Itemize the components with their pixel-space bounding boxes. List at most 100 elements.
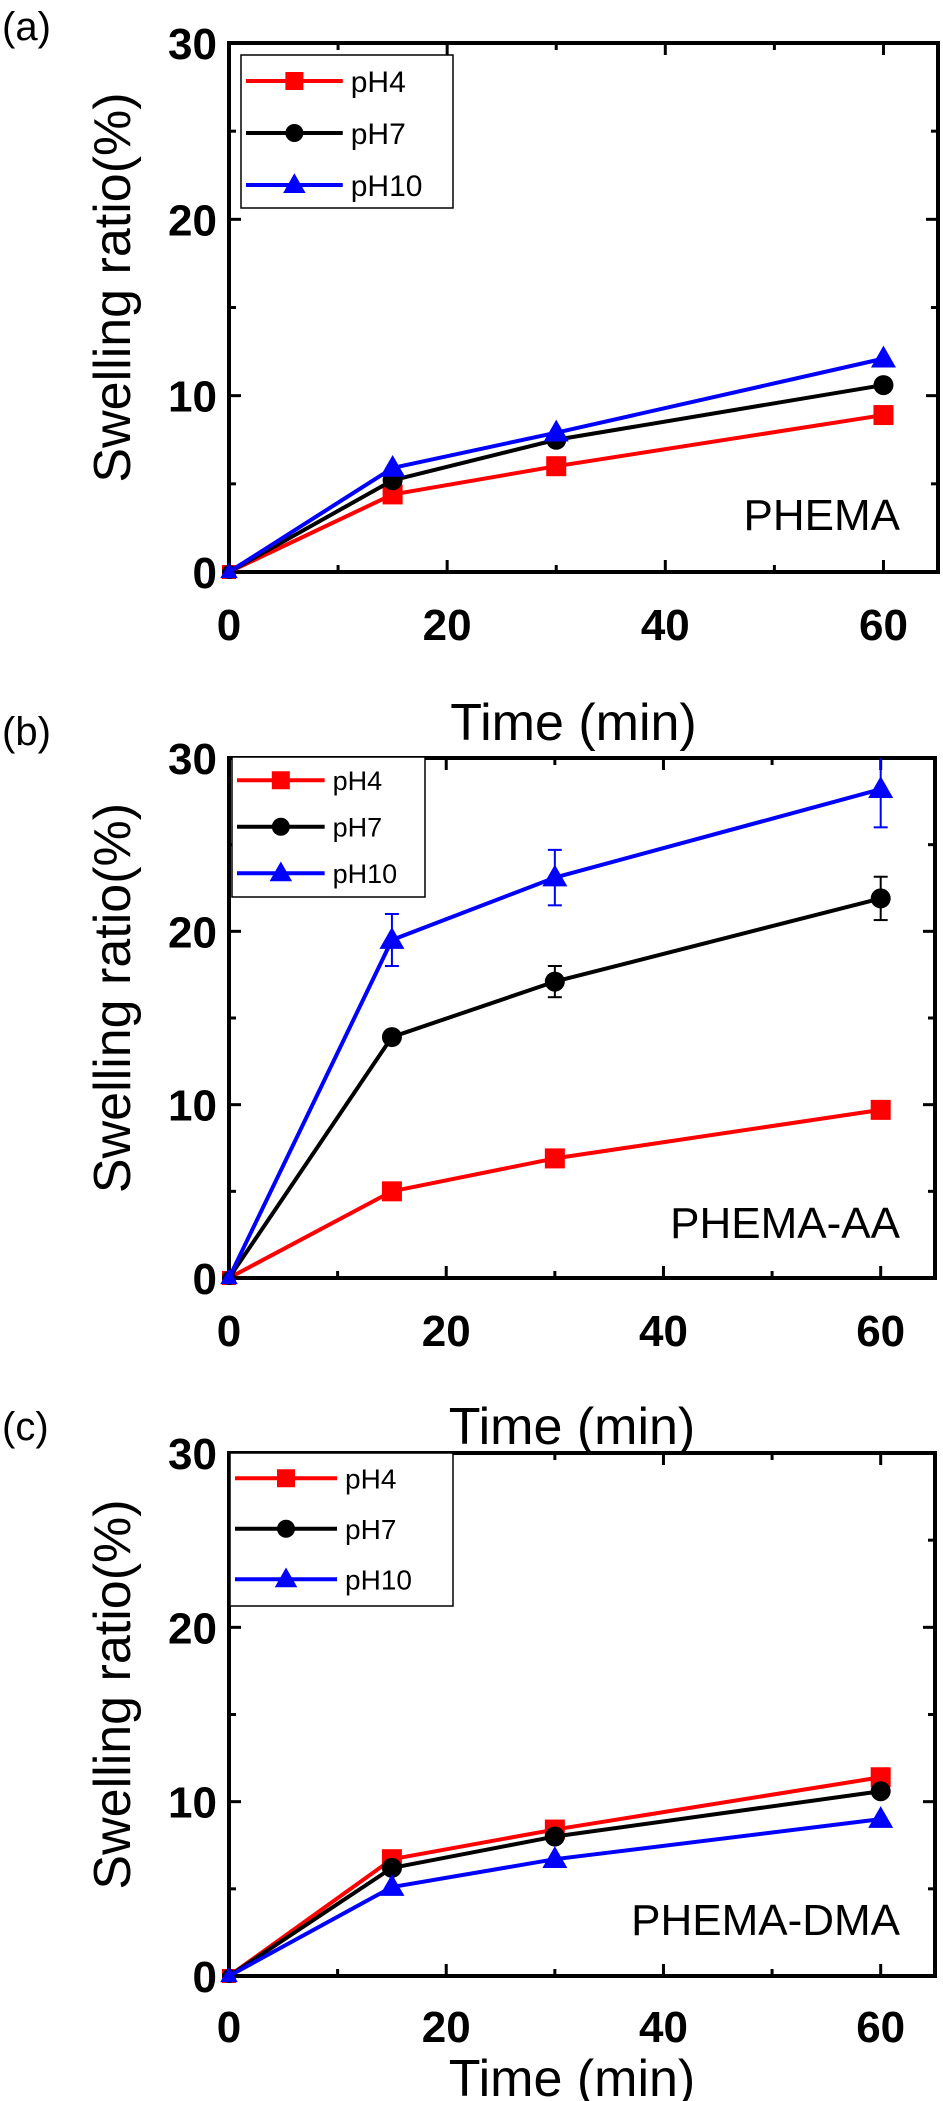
- x-tick-label: 0: [217, 2003, 241, 2052]
- data-point-triangle: [542, 864, 568, 887]
- series-ph7: [222, 1781, 891, 1983]
- sample-annotation: PHEMA-DMA: [631, 1896, 901, 1945]
- x-tick-label: 40: [641, 601, 690, 650]
- data-point-triangle: [220, 1268, 238, 1285]
- data-point-square: [544, 1148, 565, 1169]
- series-line: [227, 356, 884, 574]
- legend-label: pH7: [351, 118, 406, 151]
- sample-annotation: PHEMA: [744, 491, 901, 540]
- y-axis-title: Swelling ratio(%): [84, 803, 142, 1193]
- y-tick-label: 10: [168, 1779, 217, 1828]
- data-point-circle: [544, 1826, 565, 1847]
- x-tick-label: 60: [859, 601, 908, 650]
- panel-b: 0 20 40 60 0 10 20 30 Time (min) Swelling ratio(%…: [2, 710, 937, 1456]
- y-tick-label: 0: [193, 1953, 217, 2002]
- y-tick-label: 30: [168, 1430, 217, 1479]
- legend-marker-triangle: [274, 1567, 298, 1588]
- legend-marker-circle: [271, 817, 290, 836]
- data-point-square: [870, 1099, 891, 1120]
- legend-marker-square: [271, 771, 290, 790]
- y-tick-label: 20: [168, 196, 217, 245]
- series-line: [227, 1789, 881, 1978]
- data-point-circle: [873, 375, 894, 396]
- legend: pH4 pH7 pH10: [231, 756, 426, 898]
- series-ph10: [220, 1806, 894, 1983]
- x-axis-title: Time (min): [450, 694, 697, 752]
- x-tick-label: 40: [639, 1307, 688, 1356]
- legend-marker-triangle: [283, 173, 306, 193]
- data-point-circle: [544, 971, 565, 992]
- panel-label: (a): [2, 5, 51, 49]
- panel-label: (b): [2, 710, 51, 754]
- y-axis-title: Swelling ratio(%): [84, 92, 142, 482]
- data-point-square: [873, 405, 894, 426]
- x-tick-label: 0: [217, 601, 241, 650]
- x-tick-label: 20: [422, 1307, 471, 1356]
- series-line: [228, 413, 884, 574]
- y-tick-label: 20: [168, 1604, 217, 1653]
- x-tick-label: 0: [217, 1307, 241, 1356]
- legend-marker-triangle: [269, 861, 293, 882]
- series-ph10: [220, 345, 896, 579]
- data-point-circle: [870, 888, 891, 909]
- series-ph7: [222, 875, 891, 1285]
- series-ph4: [222, 1099, 891, 1285]
- legend-marker-square: [277, 1469, 296, 1488]
- data-point-square: [546, 456, 567, 477]
- legend-label: pH7: [345, 1514, 396, 1545]
- data-point-triangle: [379, 926, 405, 949]
- legend-label: pH10: [333, 859, 398, 889]
- sample-annotation: PHEMA-AA: [670, 1199, 900, 1248]
- y-axis-title: Swelling ratio(%): [84, 1499, 142, 1889]
- data-point-triangle: [868, 1806, 894, 1828]
- data-point-triangle: [870, 345, 896, 368]
- legend-label: pH4: [351, 66, 406, 99]
- legend-marker-circle: [285, 124, 304, 142]
- y-tick-label: 20: [168, 908, 217, 957]
- data-point-square: [870, 1767, 891, 1788]
- legend-label: pH4: [345, 1463, 396, 1494]
- data-point-triangle: [379, 1874, 405, 1896]
- legend-label: pH10: [351, 170, 423, 203]
- x-axis-title: Time (min): [449, 1398, 696, 1456]
- legend-label: pH7: [333, 812, 383, 842]
- series-line: [227, 896, 882, 1280]
- series-ph7: [222, 375, 894, 579]
- data-point-triangle: [542, 1846, 568, 1869]
- y-tick-label: 30: [168, 20, 217, 69]
- series-line: [227, 1775, 882, 1978]
- data-point-circle: [381, 1857, 402, 1878]
- data-point-circle: [870, 1781, 891, 1802]
- x-tick-label: 60: [856, 1307, 905, 1356]
- x-tick-label: 20: [423, 601, 472, 650]
- data-point-triangle: [220, 1966, 238, 1983]
- data-point-triangle: [868, 776, 894, 799]
- data-point-triangle: [220, 562, 238, 579]
- legend-marker-circle: [277, 1519, 296, 1538]
- y-tick-label: 30: [168, 735, 217, 784]
- y-tick-label: 0: [193, 549, 217, 598]
- x-tick-label: 40: [639, 2003, 688, 2052]
- legend-marker-square: [285, 72, 304, 90]
- x-tick-label: 20: [422, 2003, 471, 2052]
- x-axis-title: Time (min): [449, 2050, 696, 2101]
- legend-label: pH10: [345, 1564, 412, 1595]
- legend: pH4 pH7 pH10: [240, 54, 454, 209]
- series-line: [228, 383, 884, 574]
- panel-label: (c): [2, 1405, 49, 1449]
- data-point-triangle: [380, 454, 406, 477]
- series-line: [228, 1817, 881, 1978]
- legend: pH4 pH7 pH10: [229, 1452, 454, 1607]
- y-tick-label: 10: [168, 1082, 217, 1131]
- panel-c: 0 20 40 60 0 10 20 30 Time (min) Swelling ratio(%…: [2, 1405, 937, 2101]
- series-line: [228, 1107, 881, 1280]
- legend-label: pH4: [333, 766, 383, 796]
- series-ph4: [222, 1767, 891, 1983]
- y-tick-label: 10: [168, 373, 217, 422]
- x-tick-label: 60: [856, 2003, 905, 2052]
- y-tick-label: 0: [193, 1255, 217, 1304]
- panel-a: 0 20 40 60 0 10 20 30 Time (min) Swelling ratio(%…: [2, 5, 940, 752]
- data-point-square: [381, 1181, 402, 1202]
- series-line: [227, 787, 882, 1279]
